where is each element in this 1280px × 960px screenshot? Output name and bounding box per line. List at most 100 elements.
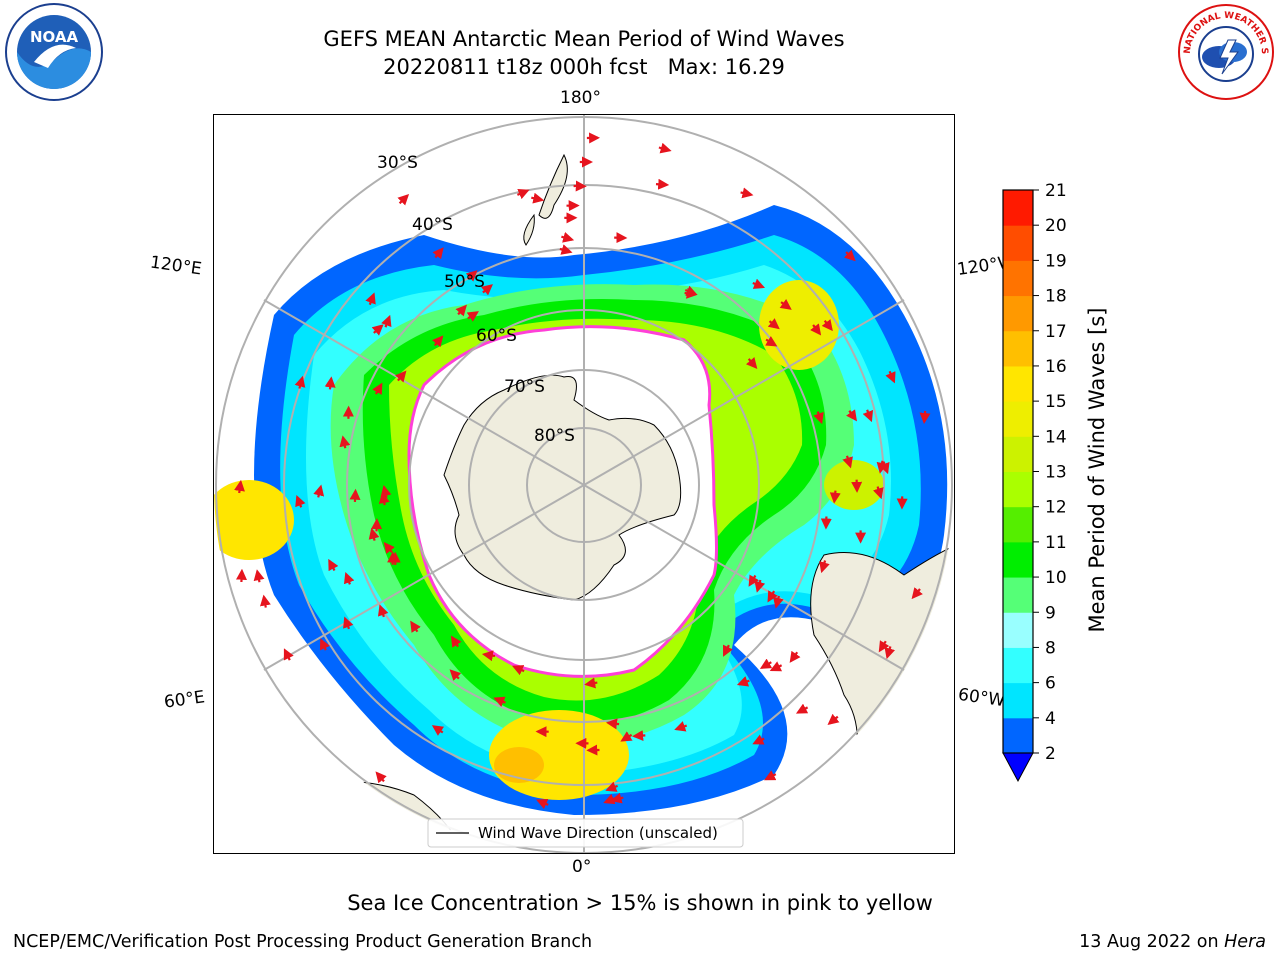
colorbar-blocks <box>1003 190 1033 754</box>
wave-direction-arrow <box>410 620 421 633</box>
wave-direction-arrow <box>684 285 698 296</box>
wave-direction-arrow <box>605 781 618 792</box>
lon-label-0: 0° <box>572 857 592 877</box>
period-hotspot-indian <box>214 480 294 560</box>
colorbar-block <box>1003 401 1033 437</box>
period-hotspot-pacific <box>759 280 839 370</box>
wave-direction-arrow <box>765 336 778 347</box>
wave-direction-arrow <box>481 650 496 662</box>
wave-direction-arrow <box>584 677 598 689</box>
wave-direction-arrow <box>620 731 633 742</box>
new-zealand-landmass <box>523 153 568 246</box>
wave-direction-arrow <box>745 357 758 369</box>
wave-direction-arrow <box>821 319 833 332</box>
colorbar-block <box>1003 436 1033 472</box>
colorbar-block <box>1003 717 1033 754</box>
colorbar-tick-label: 20 <box>1045 216 1067 236</box>
wave-direction-arrow <box>827 713 840 725</box>
wave-direction-arrow <box>911 587 923 600</box>
wave-direction-arrow <box>432 247 444 260</box>
colorbar-block <box>1003 190 1033 226</box>
colorbar-tick-label: 19 <box>1045 251 1067 271</box>
wave-direction-arrow <box>846 409 857 422</box>
colorbar-block <box>1003 541 1033 578</box>
wave-direction-arrow <box>339 435 351 449</box>
map-panel: 30°S 40°S 50°S 60°S 70°S 80°S Wind Wave … <box>213 114 955 854</box>
wave-direction-arrow <box>658 142 672 154</box>
wave-direction-arrow <box>878 640 890 653</box>
colorbar-ticks: 2 4 6 8 9 10 11 12 13 14 15 16 17 18 19 20 21 <box>1033 181 1067 764</box>
footer-credit: NCEP/EMC/Verification Post Processing Pr… <box>13 932 593 952</box>
wave-direction-arrow <box>559 244 573 255</box>
wave-direction-arrow <box>383 541 395 555</box>
wave-direction-arrow <box>260 594 271 608</box>
wave-direction-arrow <box>606 718 620 730</box>
wave-direction-arrow <box>313 484 325 498</box>
wave-direction-arrow <box>253 569 265 583</box>
wave-direction-arrow <box>769 661 783 672</box>
wave-direction-arrow <box>375 771 387 784</box>
colorbar-tick-label: 8 <box>1045 638 1056 658</box>
colorbar-block <box>1003 577 1033 613</box>
wave-direction-arrow <box>466 311 479 322</box>
lon-label-180: 180° <box>560 88 601 108</box>
colorbar-tick-label: 2 <box>1045 744 1056 764</box>
colorbar-tick-label: 14 <box>1045 427 1067 447</box>
lon-label-60e: 60°E <box>162 687 207 713</box>
sea-ice-note: Sea Ice Concentration > 15% is shown in … <box>347 891 933 915</box>
wave-direction-arrow <box>873 486 884 500</box>
wave-direction-arrow <box>773 595 784 609</box>
lat-label-50s: 50°S <box>444 272 485 292</box>
colorbar-tick-label: 21 <box>1045 181 1067 201</box>
colorbar-tick-label: 15 <box>1045 392 1067 412</box>
wave-direction-arrow <box>884 646 896 660</box>
wave-direction-arrow <box>343 616 354 630</box>
wave-direction-arrow <box>674 721 688 732</box>
colorbar-tick-label: 11 <box>1045 533 1067 553</box>
colorbar-tick-label: 4 <box>1045 709 1056 729</box>
wave-direction-arrow <box>319 638 330 651</box>
colorbar-block <box>1003 260 1033 297</box>
colorbar-block <box>1003 647 1033 684</box>
colorbar-tick-label: 9 <box>1045 603 1056 623</box>
noaa-logo-icon: NOAA <box>4 2 104 102</box>
wave-direction-arrow <box>465 270 478 282</box>
wave-direction-arrow <box>819 560 830 574</box>
wave-direction-arrow <box>397 193 410 206</box>
wave-direction-arrow <box>862 409 874 423</box>
wave-direction-arrow <box>655 178 670 190</box>
lat-label-40s: 40°S <box>412 215 453 235</box>
noaa-logo-text: NOAA <box>30 28 79 46</box>
wave-direction-arrow <box>879 461 890 475</box>
wave-direction-arrow <box>295 494 306 508</box>
colorbar-block <box>1003 330 1033 367</box>
wave-direction-arrow <box>368 527 380 541</box>
wave-direction-arrow <box>723 644 733 657</box>
lat-label-80s: 80°S <box>534 426 575 446</box>
colorbar-block <box>1003 365 1033 402</box>
colorbar-block <box>1003 612 1033 648</box>
lat-label-70s: 70°S <box>504 377 545 397</box>
wave-direction-arrow <box>377 604 389 618</box>
wave-direction-arrow <box>431 725 445 736</box>
wave-direction-arrow <box>516 188 530 200</box>
colorbar-tick-label: 10 <box>1045 568 1067 588</box>
wave-direction-arrow <box>328 558 339 572</box>
lon-label-120e: 120°E <box>148 252 203 280</box>
colorbar-block <box>1003 225 1033 261</box>
colorbar-tick-label: 17 <box>1045 322 1067 342</box>
wave-direction-arrow <box>789 650 801 663</box>
wave-direction-arrow <box>632 730 646 742</box>
wave-direction-arrow <box>810 323 822 336</box>
nws-logo-icon: NATIONAL WEATHER SERVICE <box>1173 0 1276 102</box>
footer-date-text: 13 Aug 2022 on <box>1079 932 1225 952</box>
wave-direction-arrow <box>294 375 306 389</box>
colorbar-label: Mean Period of Wind Waves [s] <box>1085 307 1109 633</box>
wave-direction-arrow <box>561 232 575 243</box>
wave-direction-arrow <box>450 635 462 648</box>
map-subtitle-forecast: 20220811 t18z 000h fcst Max: 16.29 <box>383 55 785 79</box>
wave-direction-arrow <box>736 676 750 687</box>
wave-direction-arrow <box>236 568 247 583</box>
colorbar-tick-label: 13 <box>1045 463 1067 483</box>
colorbar-tick-label: 18 <box>1045 287 1067 307</box>
